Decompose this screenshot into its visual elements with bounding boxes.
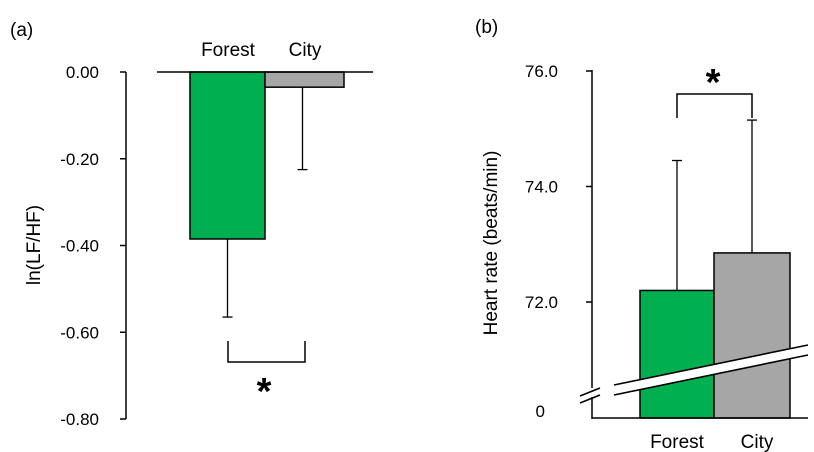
panel-a-y-tick-label: -0.40 <box>60 237 99 256</box>
panel-a-ylabel: ln(LF/HF) <box>24 205 45 285</box>
panel-a-significance-star: * <box>257 371 272 413</box>
panel-b-significance-bracket <box>676 93 753 118</box>
panel-a-y-tick-label: -0.80 <box>60 410 99 429</box>
panel-a-significance-bracket <box>227 341 306 363</box>
bar-a-forest <box>189 71 266 240</box>
panel-b-y-ticks: 76.0 74.0 72.0 0 <box>525 62 592 421</box>
panel-b-bars <box>639 252 791 419</box>
category-label-a-forest: Forest <box>201 40 256 61</box>
panel-b-category-labels: Forest City <box>650 432 774 452</box>
panel-b-y-tick-label: 0 <box>536 402 545 421</box>
bar-b-city <box>713 252 791 419</box>
panel-a-error-bars <box>222 87 308 318</box>
category-label-b-forest: Forest <box>650 432 705 452</box>
panel-a-y-ticks: 0.00 -0.20 -0.40 -0.60 -0.80 <box>60 63 126 429</box>
panel-b-y-tick-label: 74.0 <box>525 178 558 197</box>
bar-b-forest <box>639 289 715 419</box>
panel-a-bars <box>189 71 345 240</box>
panel-b-axis-break <box>579 387 601 404</box>
panel-a-y-tick-label: 0.00 <box>66 63 99 82</box>
panel-b-ylabel: Heart rate (beats/min) <box>481 151 502 336</box>
panel-a-category-labels: Forest City <box>201 40 322 61</box>
category-label-b-city: City <box>741 432 774 452</box>
panel-b-y-tick-label: 72.0 <box>525 293 558 312</box>
bar-a-city <box>264 71 345 88</box>
panel-b-error-bars <box>672 119 757 291</box>
category-label-a-city: City <box>289 40 322 61</box>
panel-b: (b) Heart rate (beats/min) 76.0 74.0 72.0 0… <box>475 17 809 452</box>
panel-a: (a) ln(LF/HF) 0.00 -0.20 -0.40 -0.60 -0.80 F… <box>10 20 373 429</box>
panel-a-label: (a) <box>10 20 33 41</box>
panel-b-y-tick-label: 76.0 <box>525 62 558 81</box>
panel-b-label: (b) <box>475 17 498 38</box>
panel-b-bar-break <box>613 344 809 396</box>
panel-a-y-tick-label: -0.60 <box>60 323 99 342</box>
panel-b-significance-star: * <box>706 62 721 104</box>
panel-a-y-tick-label: -0.20 <box>60 150 99 169</box>
